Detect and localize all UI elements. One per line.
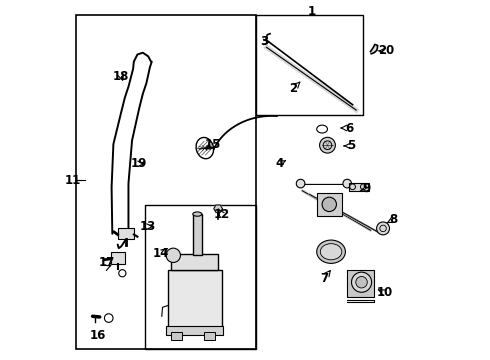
Text: 11: 11 (65, 174, 81, 186)
Polygon shape (370, 44, 378, 54)
Bar (172, 253, 218, 270)
Text: 6: 6 (345, 122, 353, 135)
Circle shape (343, 179, 351, 188)
Circle shape (166, 248, 180, 262)
Text: 13: 13 (140, 220, 156, 233)
Text: 16: 16 (90, 329, 106, 342)
Bar (168, 270, 221, 329)
Ellipse shape (320, 244, 342, 260)
Text: 12: 12 (214, 208, 230, 221)
Bar (317, 193, 342, 216)
Text: 9: 9 (363, 183, 371, 195)
Bar (118, 228, 134, 239)
Bar (349, 183, 368, 191)
Polygon shape (214, 205, 222, 212)
Circle shape (351, 272, 371, 292)
Bar (193, 214, 202, 255)
Text: 18: 18 (113, 69, 129, 82)
Text: 4: 4 (275, 157, 283, 170)
Text: 7: 7 (320, 272, 328, 285)
Text: 5: 5 (346, 139, 355, 152)
Text: 2: 2 (290, 82, 297, 95)
Circle shape (296, 179, 305, 188)
Text: 1: 1 (307, 5, 316, 18)
Bar (204, 332, 215, 339)
Text: 17: 17 (99, 256, 115, 269)
Circle shape (356, 276, 368, 288)
Circle shape (322, 197, 337, 212)
Text: 15: 15 (204, 138, 221, 150)
Text: 8: 8 (390, 213, 398, 226)
Text: 10: 10 (377, 287, 393, 300)
Text: 20: 20 (379, 44, 395, 57)
Text: 19: 19 (131, 157, 147, 170)
Ellipse shape (317, 240, 345, 264)
Bar (145, 205, 256, 348)
Bar (347, 270, 374, 297)
Circle shape (319, 137, 335, 153)
Text: 3: 3 (261, 35, 269, 49)
Text: 14: 14 (152, 247, 169, 260)
Bar (172, 332, 182, 339)
Bar (76, 15, 256, 348)
Circle shape (377, 222, 390, 235)
Bar (256, 15, 364, 116)
Ellipse shape (193, 212, 202, 216)
Bar (166, 326, 223, 335)
Ellipse shape (196, 138, 214, 159)
Bar (111, 252, 125, 264)
